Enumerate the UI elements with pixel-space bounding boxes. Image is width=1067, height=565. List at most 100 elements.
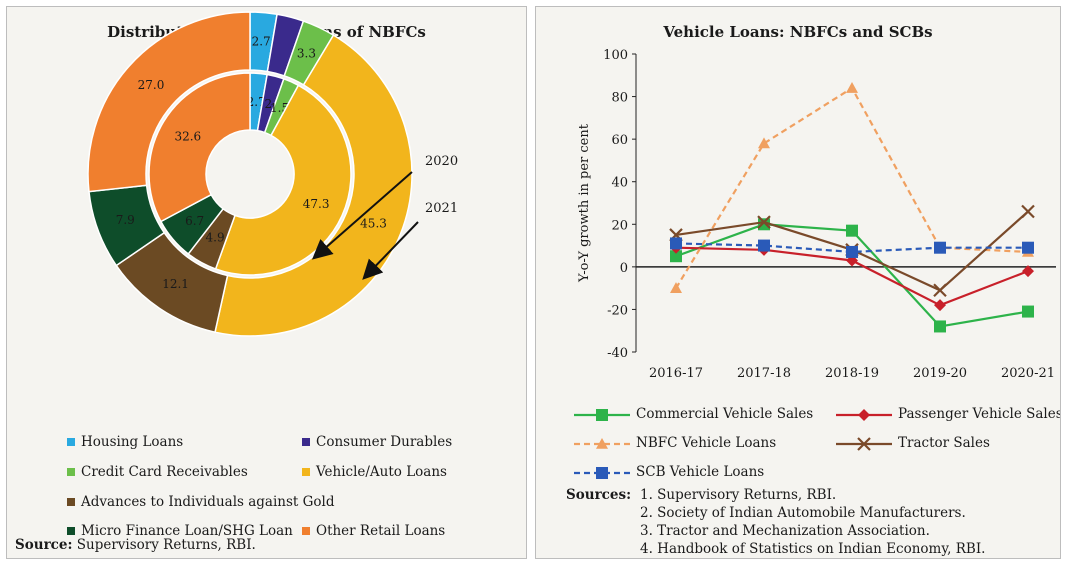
donut-chart-panel: Distribution of Retail Loans of NBFCs (A…: [6, 6, 527, 559]
donut-inner-label-4: 4.9: [206, 231, 225, 245]
legend-swatch-icon: [302, 438, 310, 446]
x-tick-label: 2016-17: [649, 366, 703, 381]
data-point: [933, 283, 947, 298]
x-tick-label: 2018-19: [825, 366, 879, 381]
x-tick-label: 2020-21: [1001, 366, 1055, 381]
data-point: [670, 237, 682, 250]
data-point: [758, 137, 770, 149]
data-point: [934, 241, 946, 254]
donut-legend-item: Vehicle/Auto Loans: [302, 464, 447, 480]
series-scb-vehicle-loans: [670, 237, 1034, 258]
donut-inner-label-1: 2: [265, 97, 273, 111]
donut-source-label: Source:: [15, 537, 73, 553]
donut-arrow-1: [362, 221, 419, 280]
legend-swatch-icon: [67, 468, 75, 476]
legend-symbol-icon: [836, 437, 892, 451]
line-sources-label: Sources:: [566, 487, 631, 503]
donut-outer-label-5: 7.9: [116, 213, 135, 227]
donut-outer-label-6: 27.0: [138, 78, 165, 92]
line-legend-label: NBFC Vehicle Loans: [636, 435, 777, 451]
y-tick-label: 0: [620, 261, 628, 276]
donut-legend-label: Credit Card Receivables: [81, 464, 248, 480]
data-point: [1022, 241, 1034, 254]
donut-annotation-0: 2020: [425, 154, 458, 169]
donut-inner-label-5: 6.7: [185, 214, 204, 228]
x-tick-label: 2019-20: [913, 366, 967, 381]
line-legend-label: Passenger Vehicle Sales: [898, 406, 1061, 422]
donut-legend-label: Micro Finance Loan/SHG Loan: [81, 523, 293, 539]
data-point: [846, 82, 858, 93]
data-point: [846, 245, 858, 258]
donut-legend-label: Other Retail Loans: [316, 523, 446, 539]
donut-outer-slice-6: [87, 11, 251, 193]
legend-symbol-icon: [574, 438, 630, 449]
donut-legend-item: Credit Card Receivables: [67, 464, 248, 480]
x-tick-label: 2017-18: [737, 366, 791, 381]
donut-arrow-0: [311, 171, 413, 260]
data-point: [934, 320, 946, 333]
donut-inner-slice-6: [148, 72, 251, 223]
donut-legend-label: Housing Loans: [81, 434, 184, 450]
donut-inner-label-0: 2.7: [247, 95, 266, 109]
legend-swatch-icon: [67, 498, 75, 506]
donut-legend-label: Vehicle/Auto Loans: [316, 464, 447, 480]
line-legend-label: Tractor Sales: [898, 435, 990, 451]
line-legend-label: SCB Vehicle Loans: [636, 464, 765, 480]
data-point: [1021, 204, 1035, 219]
legend-symbol-icon: [836, 409, 892, 421]
data-point: [1022, 265, 1034, 278]
data-point: [757, 215, 771, 229]
legend-symbol-icon: [574, 409, 630, 421]
donut-outer-label-4: 12.1: [162, 277, 189, 291]
y-tick-label: 40: [611, 176, 628, 191]
line-legend-label: Commercial Vehicle Sales: [636, 406, 814, 422]
source-line: 3. Tractor and Mechanization Association…: [640, 523, 930, 539]
line-sources-label-text: Sources:: [566, 487, 632, 503]
line-chart-panel: Vehicle Loans: NBFCs and SCBs 100 80 60 40 2…: [535, 6, 1061, 559]
donut-outer-label-0: 2.7: [252, 34, 271, 48]
series-line: [675, 242, 1028, 254]
line-chart-title: Vehicle Loans: NBFCs and SCBs: [663, 23, 933, 41]
data-point: [934, 299, 946, 312]
y-tick-label: -40: [607, 346, 628, 361]
y-tick-label: 80: [611, 91, 628, 106]
legend-swatch-icon: [302, 468, 310, 476]
series-line: [675, 223, 1029, 328]
data-point: [670, 282, 682, 293]
donut-legend-item: Other Retail Loans: [302, 523, 445, 539]
donut-inner-label-6: 32.6: [174, 130, 201, 144]
legend-symbol-icon: [574, 467, 630, 479]
donut-inner-slice-3: [214, 84, 352, 276]
donut-legend-label: Advances to Individuals against Gold: [81, 494, 335, 510]
y-tick-label: -20: [607, 303, 628, 318]
donut-source: Source: Supervisory Returns, RBI.: [15, 537, 256, 553]
legend-swatch-icon: [67, 438, 75, 446]
source-line: 2. Society of Indian Automobile Manufact…: [640, 505, 966, 521]
donut-legend-item: Consumer Durables: [302, 434, 452, 450]
data-point: [1022, 305, 1034, 318]
donut-legend-item: Micro Finance Loan/SHG Loan: [67, 523, 293, 539]
donut-legend-item: Housing Loans: [67, 434, 183, 450]
legend-swatch-icon: [302, 527, 310, 535]
line-chart: 100 80 60 40 20 0 -20 -40 2016-17 2017-18 2018-19 2…: [577, 48, 1056, 381]
y-tick-label: 60: [611, 133, 628, 148]
donut-legend-label: Consumer Durables: [316, 434, 453, 450]
series-commercial-vehicle-sales: [670, 218, 1034, 333]
donut-outer-label-2: 3.3: [297, 47, 316, 61]
y-axis-label: Y-o-Y growth in per cent: [577, 123, 592, 283]
donut-inner-label-3: 47.3: [303, 197, 330, 211]
data-point: [846, 224, 858, 237]
donut-legend-item: Advances to Individuals against Gold: [67, 494, 335, 510]
legend-swatch-icon: [67, 527, 75, 535]
donut-outer-label-3: 45.3: [360, 216, 387, 230]
data-point: [758, 239, 770, 252]
source-line: 1. Supervisory Returns, RBI.: [640, 487, 837, 503]
y-tick-label: 100: [603, 48, 628, 63]
y-tick-label: 20: [611, 218, 628, 233]
source-line: 4. Handbook of Statistics on Indian Econ…: [640, 541, 986, 557]
data-point: [758, 218, 770, 231]
donut-source-text: Supervisory Returns, RBI.: [76, 537, 256, 553]
donut-chart: 2.721.547.34.96.732.62.73.345.312.17.927…: [87, 11, 458, 337]
data-point: [670, 250, 682, 263]
donut-annotation-1: 2021: [425, 201, 458, 216]
